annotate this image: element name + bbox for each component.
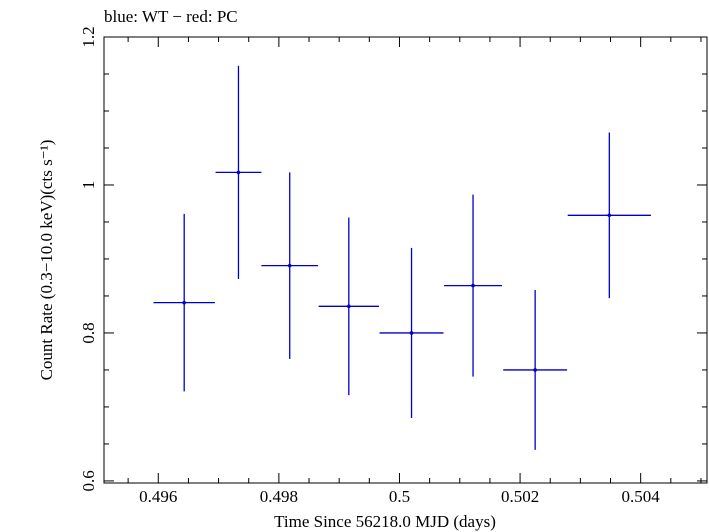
data-marker bbox=[347, 304, 351, 309]
data-point bbox=[567, 132, 651, 299]
data-point bbox=[153, 213, 215, 392]
x-tick-label: 0.504 bbox=[622, 487, 661, 506]
data-marker bbox=[182, 300, 186, 305]
x-tick-label: 0.498 bbox=[260, 487, 298, 506]
chart-title: blue: WT − red: PC bbox=[104, 7, 238, 26]
y-tick-label: 1 bbox=[79, 181, 98, 190]
data-marker bbox=[533, 368, 537, 372]
axis-ticks bbox=[104, 36, 707, 483]
data-point bbox=[261, 172, 319, 359]
y-axis-title: Count Rate (0.3−10.0 keV)(cts s⁻¹) bbox=[37, 140, 56, 381]
axis-tick-labels: 0.496 0.498 0.5 0.502 0.504 0.6 0.8 1 1.2 bbox=[79, 26, 660, 506]
data-point bbox=[215, 65, 262, 279]
data-point bbox=[379, 247, 444, 419]
y-tick-label: 1.2 bbox=[79, 26, 98, 47]
data-point bbox=[318, 217, 379, 396]
data-marker bbox=[236, 170, 241, 175]
plot-frame bbox=[103, 36, 708, 484]
data-point bbox=[503, 290, 568, 450]
data-marker bbox=[287, 263, 292, 268]
x-axis-title: Time Since 56218.0 MJD (days) bbox=[274, 512, 496, 531]
x-tick-label: 0.496 bbox=[139, 487, 177, 506]
y-tick-label: 0.8 bbox=[79, 322, 98, 343]
y-tick-label: 0.6 bbox=[79, 470, 98, 491]
data-marker bbox=[607, 213, 612, 218]
x-tick-label: 0.502 bbox=[501, 487, 539, 506]
data-marker bbox=[471, 283, 475, 288]
data-marker bbox=[409, 331, 414, 335]
data-series bbox=[153, 65, 651, 450]
data-point bbox=[444, 194, 502, 377]
x-tick-label: 0.5 bbox=[389, 487, 410, 506]
